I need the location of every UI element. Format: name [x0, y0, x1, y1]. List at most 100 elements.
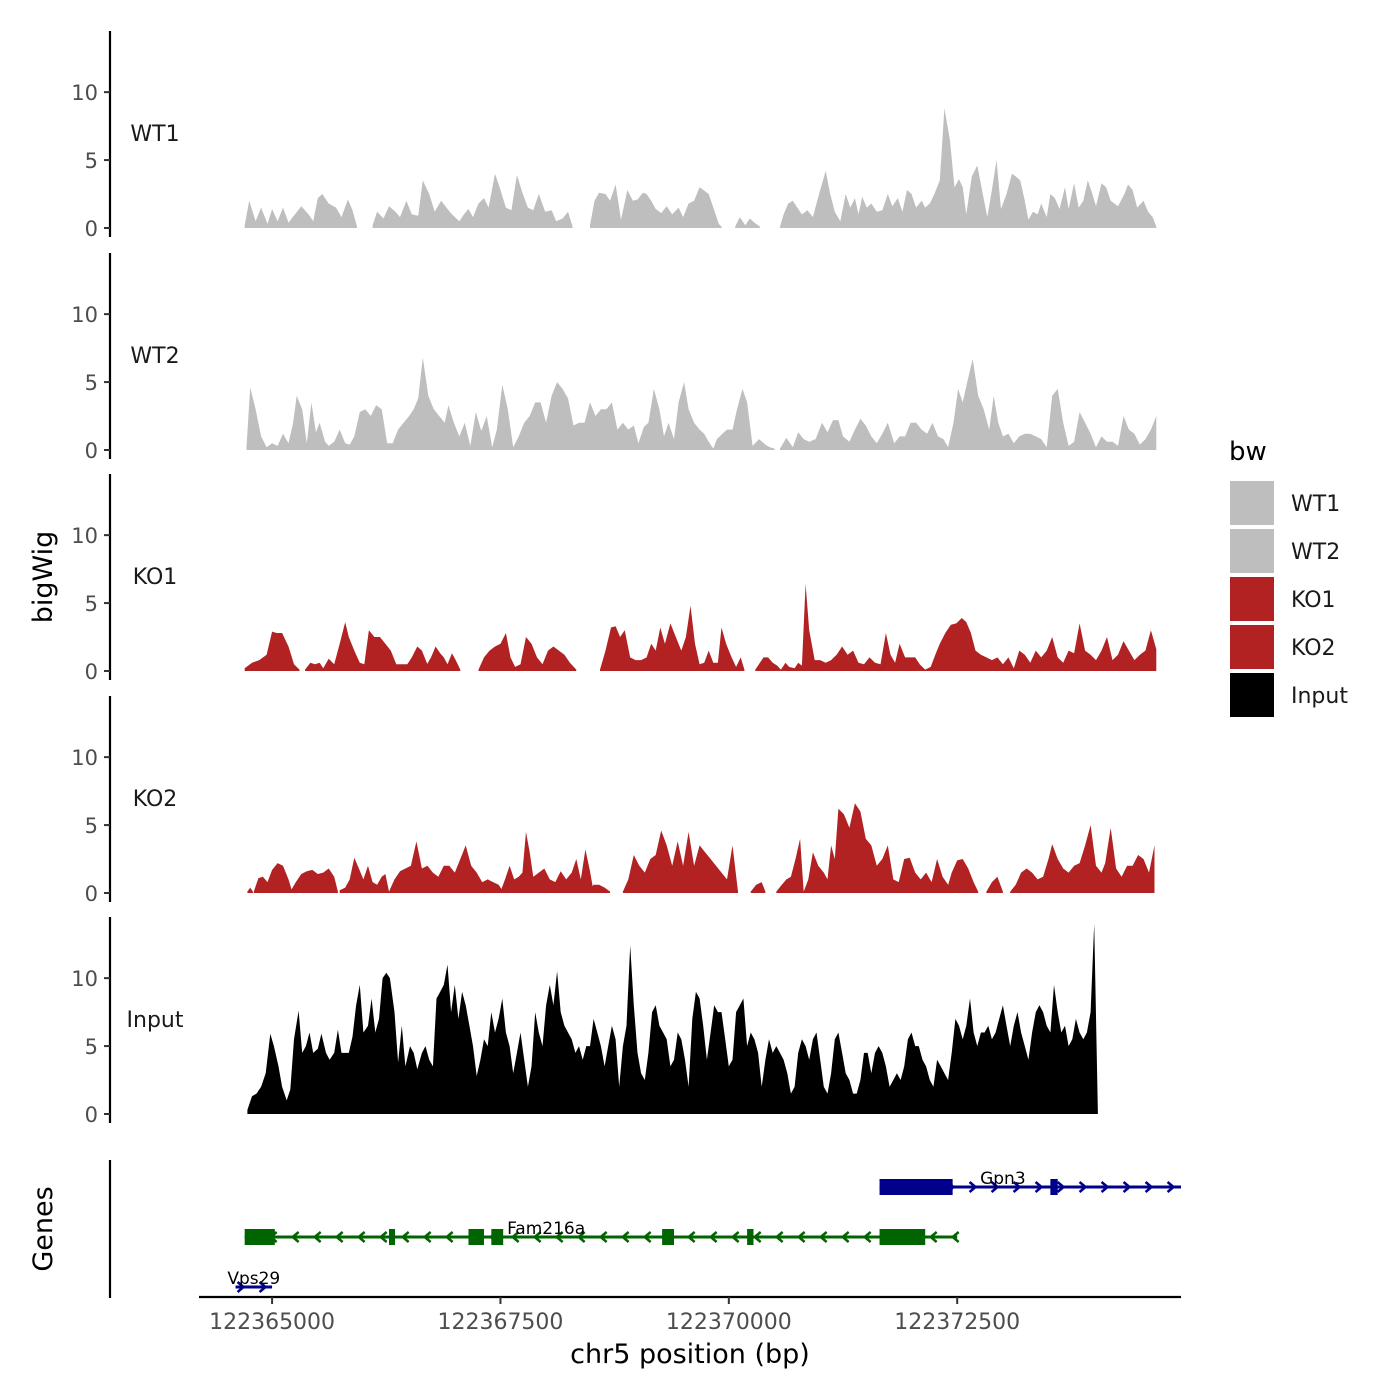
signal-area-ko2: [946, 859, 979, 893]
y-tick-label: 10: [71, 967, 98, 991]
legend-swatch-wt2: [1228, 527, 1276, 575]
track-label: WT1: [130, 122, 179, 147]
signal-area-wt1: [372, 173, 573, 228]
strand-arrow-icon: [730, 1231, 740, 1243]
strand-arrow-icon: [642, 1231, 652, 1243]
legend-label: KO2: [1291, 636, 1336, 661]
track-wt2: 0 5 10 WT2: [71, 253, 1157, 463]
signal-area-ko1: [244, 631, 300, 671]
strand-arrow-icon: [774, 1231, 784, 1243]
strand-arrow-icon: [598, 1231, 608, 1243]
gene-exon: [879, 1179, 953, 1195]
signal-area-wt1: [590, 184, 722, 228]
genes-layer: Gpn3 Fam216a Vps29: [108, 1160, 1181, 1298]
track-label: KO1: [133, 565, 178, 590]
strand-arrow-icon: [290, 1231, 300, 1243]
y-tick-label: 0: [85, 660, 98, 684]
signal-area-ko2: [500, 831, 594, 893]
strand-arrow-icon: [1144, 1181, 1154, 1193]
gene-label: Gpn3: [980, 1169, 1026, 1189]
signal-area-ko2: [750, 882, 766, 893]
strand-arrow-icon: [576, 1231, 586, 1243]
gene-label: Fam216a: [507, 1219, 585, 1239]
y-tick-label: 5: [85, 371, 98, 395]
y-tick-label: 5: [85, 149, 98, 173]
gene-exon: [879, 1229, 926, 1245]
legend-swatch-ko2: [1228, 623, 1276, 671]
signal-area-wt2: [780, 359, 1157, 450]
legend-swatch-input: [1228, 671, 1276, 719]
strand-arrow-icon: [312, 1231, 322, 1243]
gene-exon: [662, 1229, 675, 1245]
signal-area-ko2: [389, 841, 504, 893]
track-ko2: 0 5 10 KO2: [71, 696, 1155, 906]
signal-area-ko2: [1010, 825, 1155, 893]
strand-arrow-icon: [1166, 1181, 1176, 1193]
strand-arrow-icon: [752, 1231, 762, 1243]
y-axis-title: bigWig: [28, 531, 59, 624]
gene-gpn3: Gpn3: [879, 1169, 1181, 1195]
gene-vps29: Vps29: [227, 1269, 280, 1293]
strand-arrow-icon: [510, 1231, 520, 1243]
signal-area-wt2: [246, 357, 775, 450]
y-tick-label: 5: [85, 592, 98, 616]
signal-area-wt1: [244, 194, 357, 228]
strand-arrow-icon: [862, 1231, 872, 1243]
y-tick-label: 5: [85, 814, 98, 838]
legend: bw WT1 WT2 KO1 KO2 Input: [1228, 437, 1348, 719]
track-label: WT2: [130, 344, 179, 369]
tracks-layer: 0 5 10 WT1 0 5 10 WT2 0 5 10 KO1 0 5 10 KO2 0 5 10 Input: [71, 31, 1157, 1127]
y-tick-label: 0: [85, 882, 98, 906]
strand-arrow-icon: [796, 1231, 806, 1243]
track-label: Input: [127, 1008, 184, 1033]
y-tick-label: 10: [71, 81, 98, 105]
signal-area-ko1: [600, 605, 745, 671]
legend-swatch-wt1: [1228, 479, 1276, 527]
strand-arrow-icon: [818, 1231, 828, 1243]
signal-area-ko1: [421, 646, 461, 671]
signal-area-ko2: [589, 884, 611, 893]
x-tick-label: 122372500: [894, 1310, 1020, 1335]
track-input: 0 5 10 Input: [71, 917, 1098, 1127]
strand-arrow-icon: [928, 1231, 938, 1243]
x-tick-label: 122370000: [666, 1310, 792, 1335]
strand-arrow-icon: [258, 1281, 268, 1293]
y-tick-label: 0: [85, 439, 98, 463]
y-tick-label: 10: [71, 303, 98, 327]
strand-arrow-icon: [378, 1231, 388, 1243]
x-axis-title: chr5 position (bp): [570, 1339, 810, 1370]
strand-arrow-icon: [1034, 1181, 1044, 1193]
legend-label: WT2: [1291, 540, 1340, 565]
signal-area-ko1: [780, 584, 1157, 671]
gene-exon: [491, 1229, 504, 1245]
y-tick-label: 10: [71, 524, 98, 548]
signal-area-ko1: [755, 657, 781, 671]
x-tick-label: 122365000: [209, 1310, 335, 1335]
signal-area-ko1: [478, 633, 577, 671]
strand-arrow-icon: [708, 1231, 718, 1243]
gene-exon: [747, 1229, 754, 1245]
strand-arrow-icon: [554, 1231, 564, 1243]
x-axis: 122365000 122367500 122370000 122372500: [199, 1295, 1181, 1335]
strand-arrow-icon: [356, 1231, 366, 1243]
signal-area-ko2: [247, 887, 253, 893]
strand-arrow-icon: [334, 1231, 344, 1243]
genes-axis-title: Genes: [28, 1186, 59, 1271]
signal-area-ko2: [339, 857, 389, 893]
gene-exon: [389, 1229, 396, 1245]
strand-arrow-icon: [840, 1231, 850, 1243]
legend-swatch-ko1: [1228, 575, 1276, 623]
signal-area-ko2: [290, 868, 338, 893]
strand-arrow-icon: [1056, 1181, 1066, 1193]
gene-exon: [1050, 1179, 1058, 1195]
signal-area-ko2: [622, 830, 738, 893]
y-tick-label: 0: [85, 1103, 98, 1127]
signal-area-ko1: [305, 622, 428, 671]
strand-arrow-icon: [1012, 1181, 1022, 1193]
gene-label: Vps29: [227, 1269, 280, 1289]
strand-arrow-icon: [1078, 1181, 1088, 1193]
strand-arrow-icon: [400, 1231, 410, 1243]
signal-area-input: [247, 923, 1098, 1114]
strand-arrow-icon: [620, 1231, 630, 1243]
strand-arrow-icon: [968, 1181, 978, 1193]
